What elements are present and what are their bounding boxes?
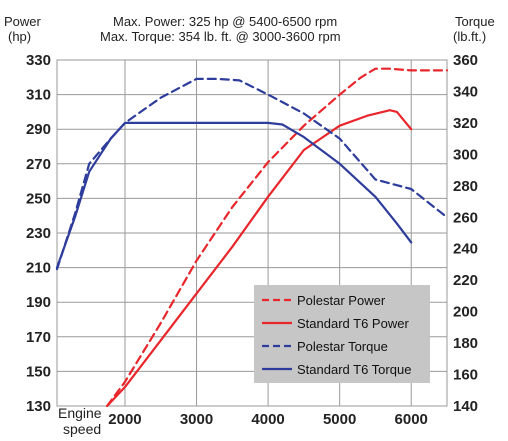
chart-series [55,67,449,408]
legend-label: Polestar Power [297,293,386,308]
legend: Polestar Power Standard T6 Power Polestar … [254,285,430,383]
x-tick-label: 2000 [108,411,141,428]
y-left-tick-label: 130 [26,398,51,415]
y-left-tick-label: 230 [26,225,51,242]
chart-subtitle-power: Max. Power: 325 hp @ 5400-6500 rpm [113,14,338,29]
y-right-tick-label: 160 [453,367,478,384]
right-axis-title-line1: Torque [455,14,495,29]
x-tick-label: 3000 [180,411,213,428]
x-tick-label: 5000 [323,411,356,428]
y-left-tick-label: 330 [26,52,51,69]
y-right-tick-label: 180 [453,335,478,352]
y-right-tick-label: 140 [453,398,478,415]
y-left-tick-label: 150 [26,363,51,380]
y-left-tick-label: 270 [26,156,51,173]
y-left-tick-label: 310 [26,87,51,104]
axis-ticks: 130 150 170 190 210 230 250 270 290 310 330 2000 300… [26,52,478,428]
series-line-standard-t6-power [105,109,413,408]
series-line-polestar-power [105,67,449,408]
left-axis-title-line2: (hp) [8,29,32,44]
y-right-tick-label: 200 [453,304,478,321]
right-axis-title-line2: (lb.ft.) [453,29,487,44]
series-line-polestar-torque [55,77,449,271]
y-right-tick-label: 220 [453,272,478,289]
y-right-tick-label: 280 [453,178,478,195]
x-axis-label-line1: Engine [58,405,102,421]
y-right-tick-label: 320 [453,115,478,132]
legend-label: Standard T6 Torque [297,362,411,377]
y-right-tick-label: 300 [453,146,478,163]
y-left-tick-label: 290 [26,121,51,138]
y-right-tick-label: 260 [453,209,478,226]
x-tick-label: 6000 [395,411,428,428]
legend-box [254,285,430,383]
y-right-tick-label: 240 [453,241,478,258]
y-left-tick-label: 190 [26,294,51,311]
x-axis-label-line2: speed [63,421,101,437]
legend-label: Standard T6 Power [297,316,409,331]
legend-label: Polestar Torque [297,339,388,354]
x-tick-label: 4000 [251,411,284,428]
y-left-tick-label: 210 [26,260,51,277]
left-axis-title-line1: Power [4,14,41,29]
y-left-tick-label: 250 [26,190,51,207]
y-right-tick-label: 340 [453,83,478,100]
y-right-tick-label: 360 [453,52,478,69]
chart-subtitle-torque: Max. Torque: 354 lb. ft. @ 3000-3600 rpm [100,29,341,44]
series-line-standard-t6-torque [55,121,413,269]
y-left-tick-label: 170 [26,329,51,346]
chart-grid [56,59,448,407]
